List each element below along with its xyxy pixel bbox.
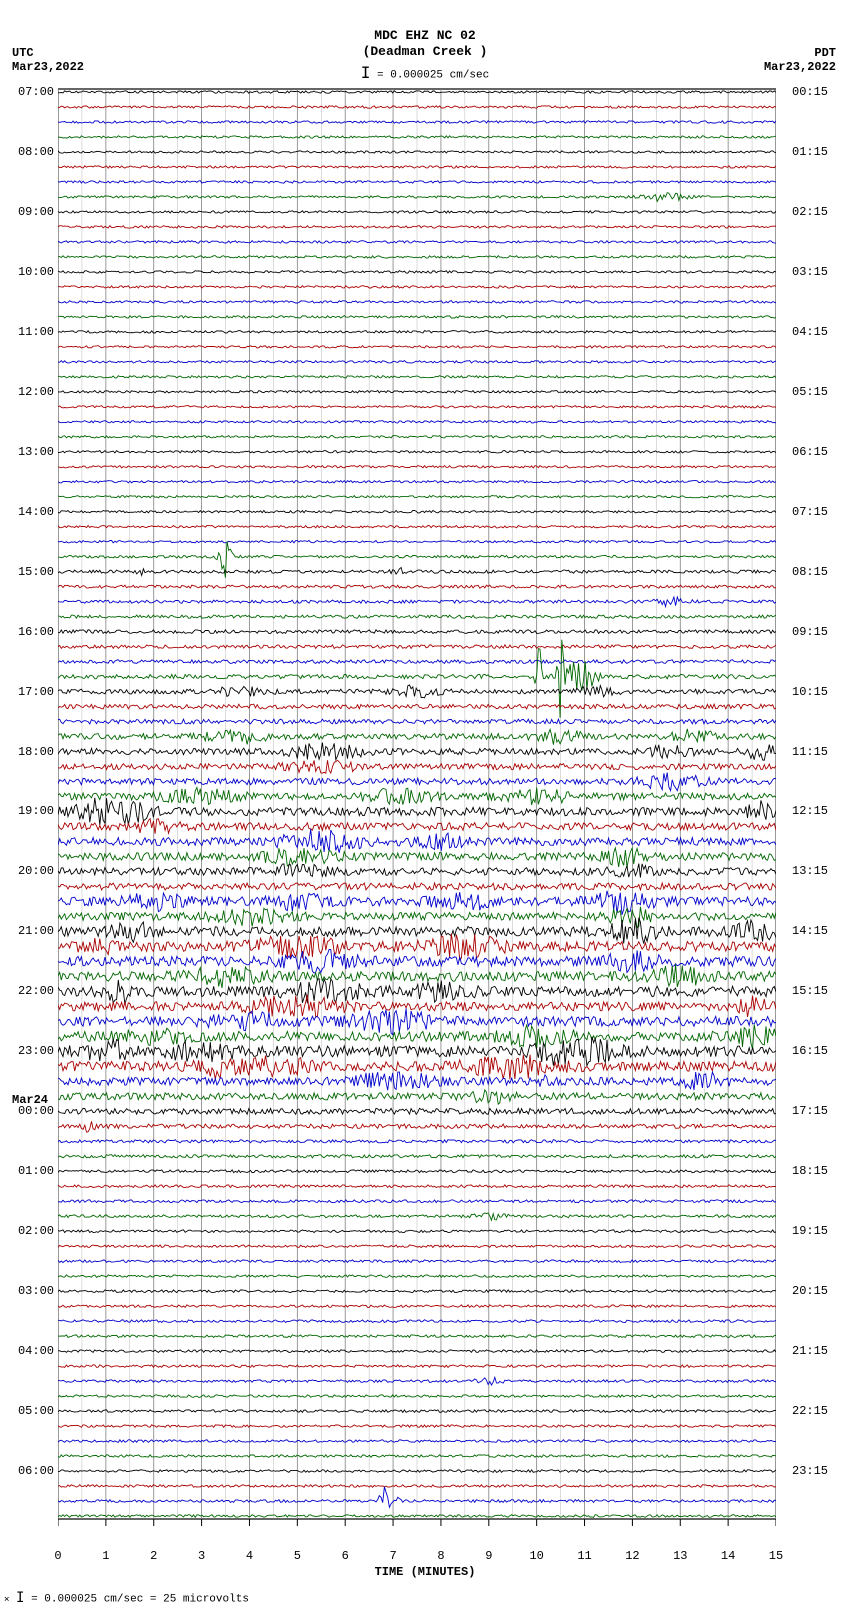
utc-hour-label: 03:00 (14, 1284, 54, 1298)
station-name: (Deadman Creek ) (0, 44, 850, 60)
utc-hour-label: 02:00 (14, 1224, 54, 1238)
utc-hour-label: 12:00 (14, 385, 54, 399)
chart-header: MDC EHZ NC 02 (Deadman Creek ) 𝙸 = 0.000… (0, 28, 850, 84)
local-hour-label: 06:15 (792, 445, 836, 459)
date-left: Mar23,2022 (12, 60, 84, 74)
local-hour-label: 08:15 (792, 565, 836, 579)
timezone-right: PDT (814, 46, 836, 60)
local-hour-label: 02:15 (792, 205, 836, 219)
utc-hour-label: 13:00 (14, 445, 54, 459)
utc-hour-label: 23:00 (14, 1044, 54, 1058)
footer-scale: ✕ 𝙸 = 0.000025 cm/sec = 25 microvolts (4, 1590, 249, 1607)
x-axis-title: TIME (MINUTES) (0, 1565, 850, 1579)
date-right: Mar23,2022 (764, 60, 836, 74)
local-hour-label: 19:15 (792, 1224, 836, 1238)
utc-hour-label: 09:00 (14, 205, 54, 219)
local-hour-label: 13:15 (792, 864, 836, 878)
x-tick: 11 (577, 1549, 591, 1563)
local-hour-label: 14:15 (792, 924, 836, 938)
utc-hour-label: 20:00 (14, 864, 54, 878)
utc-hour-label: 04:00 (14, 1344, 54, 1358)
local-hour-label: 23:15 (792, 1464, 836, 1478)
x-tick: 6 (342, 1549, 349, 1563)
x-tick: 0 (54, 1549, 61, 1563)
local-hour-label: 00:15 (792, 85, 836, 99)
local-hour-label: 22:15 (792, 1404, 836, 1418)
x-tick: 13 (673, 1549, 687, 1563)
local-hour-label: 20:15 (792, 1284, 836, 1298)
seismogram-plot (58, 88, 776, 1542)
x-tick: 8 (437, 1549, 444, 1563)
local-hour-label: 05:15 (792, 385, 836, 399)
local-hour-label: 15:15 (792, 984, 836, 998)
utc-hour-label: 11:00 (14, 325, 54, 339)
utc-hour-label: 10:00 (14, 265, 54, 279)
local-hour-label: 18:15 (792, 1164, 836, 1178)
utc-hour-label: 15:00 (14, 565, 54, 579)
scale-bar-label: 𝙸 = 0.000025 cm/sec (0, 65, 850, 84)
x-tick: 1 (102, 1549, 109, 1563)
local-hour-label: 16:15 (792, 1044, 836, 1058)
local-hour-label: 11:15 (792, 745, 836, 759)
x-tick: 3 (198, 1549, 205, 1563)
x-tick: 7 (389, 1549, 396, 1563)
utc-hour-label: 21:00 (14, 924, 54, 938)
utc-hour-label: 01:00 (14, 1164, 54, 1178)
x-tick: 10 (529, 1549, 543, 1563)
local-hour-label: 10:15 (792, 685, 836, 699)
x-tick: 9 (485, 1549, 492, 1563)
x-tick: 5 (294, 1549, 301, 1563)
local-hour-label: 09:15 (792, 625, 836, 639)
x-tick: 15 (769, 1549, 783, 1563)
local-hour-label: 01:15 (792, 145, 836, 159)
utc-hour-label: 14:00 (14, 505, 54, 519)
utc-hour-label: 17:00 (14, 685, 54, 699)
utc-hour-label: 06:00 (14, 1464, 54, 1478)
local-hour-label: 17:15 (792, 1104, 836, 1118)
local-hour-label: 04:15 (792, 325, 836, 339)
utc-hour-label: 08:00 (14, 145, 54, 159)
x-tick: 14 (721, 1549, 735, 1563)
local-hour-label: 07:15 (792, 505, 836, 519)
utc-hour-label: 16:00 (14, 625, 54, 639)
station-code: MDC EHZ NC 02 (0, 28, 850, 44)
local-hour-label: 03:15 (792, 265, 836, 279)
utc-hour-label: 22:00 (14, 984, 54, 998)
x-tick: 2 (150, 1549, 157, 1563)
utc-hour-label: 05:00 (14, 1404, 54, 1418)
local-hour-label: 12:15 (792, 804, 836, 818)
utc-hour-label: 18:00 (14, 745, 54, 759)
utc-hour-label: 07:00 (14, 85, 54, 99)
date-mid-left: Mar24 (12, 1093, 48, 1107)
x-tick: 12 (625, 1549, 639, 1563)
utc-hour-label: 19:00 (14, 804, 54, 818)
timezone-left: UTC (12, 46, 34, 60)
local-hour-label: 21:15 (792, 1344, 836, 1358)
x-tick: 4 (246, 1549, 253, 1563)
